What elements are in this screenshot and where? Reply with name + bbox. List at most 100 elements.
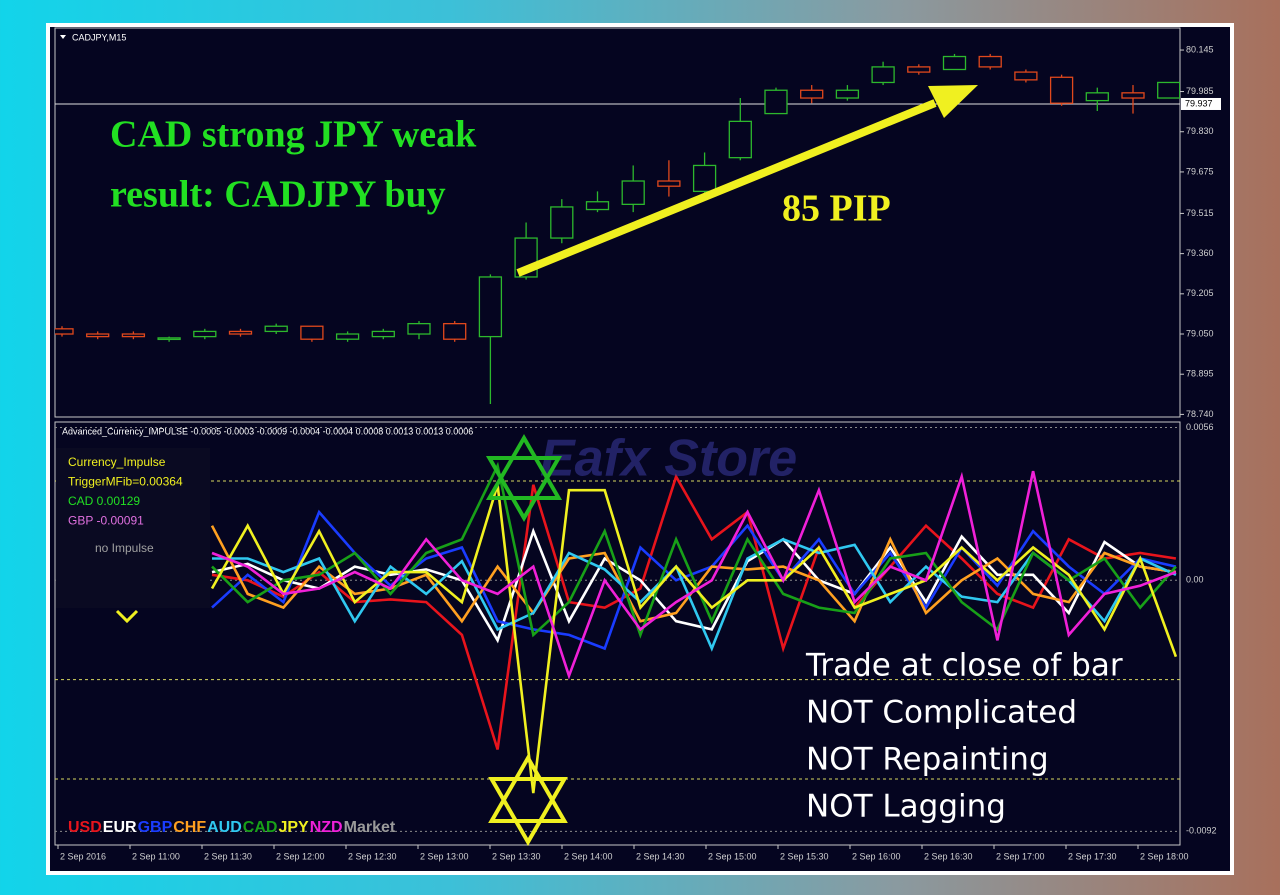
candle-body	[1157, 81, 1180, 99]
y-tick-label: 79.515	[1186, 208, 1214, 218]
y-tick-label: 79.360	[1186, 248, 1214, 258]
info-text: TriggerMFib=0.00364	[68, 475, 183, 489]
currency-line	[211, 470, 1177, 680]
candle-body	[478, 276, 503, 338]
candle-body	[157, 337, 181, 341]
candle-body	[228, 330, 253, 335]
info-text: CAD 0.00129	[68, 494, 140, 508]
feature-text: NOT Complicated	[806, 695, 1077, 731]
candle-body	[942, 55, 967, 71]
indicator-pane	[55, 426, 1180, 832]
x-tick-label: 2 Sep 12:00	[276, 851, 325, 861]
legend-entry: NZD	[310, 819, 343, 836]
legend-entry: GBP	[138, 819, 173, 836]
candle-body	[621, 180, 645, 205]
candle-body	[121, 333, 146, 338]
x-tick-label: 2 Sep 17:30	[1068, 851, 1117, 861]
candle-body	[1049, 76, 1074, 104]
y-tick-label: 79.985	[1186, 86, 1214, 96]
x-tick-label: 2 Sep 16:00	[852, 851, 901, 861]
candle-body	[692, 164, 717, 193]
indicator-header: Advanced_Currency_IMPULSE -0.0005 -0.000…	[62, 426, 473, 436]
x-tick-label: 2 Sep 2016	[60, 851, 106, 861]
currency-line	[211, 461, 1177, 639]
candle-body	[86, 333, 110, 338]
x-tick-label: 2 Sep 15:30	[780, 851, 829, 861]
x-tick-label: 2 Sep 11:00	[132, 851, 180, 861]
x-tick-label: 2 Sep 16:30	[924, 851, 973, 861]
candle-body	[835, 89, 860, 99]
info-text: GBP -0.00091	[68, 514, 144, 528]
info-text: no Impulse	[95, 541, 154, 555]
candle-body	[335, 333, 360, 340]
signal-star	[488, 777, 568, 846]
info-box	[56, 448, 210, 608]
current-price-label: 79.937	[1185, 98, 1213, 108]
y-tick-label: 78.895	[1186, 369, 1214, 379]
candle-body	[728, 120, 752, 159]
currency-line	[210, 484, 1178, 794]
legend-entry: JPY	[278, 819, 309, 836]
legend-entry: CAD	[243, 819, 278, 836]
candle-body	[764, 89, 788, 115]
x-tick-label: 2 Sep 13:30	[492, 851, 541, 861]
signal-star	[485, 456, 563, 523]
candle-body	[264, 325, 288, 333]
legend-entry: EUR	[103, 819, 137, 836]
x-tick-label: 2 Sep 17:00	[996, 851, 1045, 861]
feature-text: NOT Lagging	[806, 789, 1006, 825]
chart-background	[50, 27, 1230, 871]
current-price-box	[1181, 97, 1221, 110]
overlay: CADJPY,M15 80.145 79.985 79.830 79.675 79.515…	[56, 32, 1221, 861]
candle-body	[1121, 92, 1145, 99]
annotation: 85 PIP	[782, 188, 891, 230]
trend-arrowhead	[928, 85, 978, 118]
x-tick-label: 2 Sep 14:00	[564, 851, 613, 861]
x-tick-label: 2 Sep 12:30	[348, 851, 397, 861]
legend-entry: CHF	[173, 819, 206, 836]
candle-body	[800, 89, 824, 99]
x-tick-label: 2 Sep 13:00	[420, 851, 469, 861]
feature-text: Trade at close of bar	[805, 648, 1123, 684]
currency-line	[211, 473, 1177, 750]
y-tick-label: 79.675	[1186, 166, 1214, 176]
candle-body	[300, 325, 324, 340]
price-pane-border	[54, 27, 1181, 418]
x-tick-label: 2 Sep 15:00	[708, 851, 757, 861]
y-tick-label: 0.00	[1186, 575, 1204, 585]
watermark: Eafx Store	[540, 430, 797, 488]
candle-body	[55, 328, 74, 335]
y-tick-label: 79.830	[1186, 126, 1214, 136]
candle-body	[657, 180, 681, 187]
candle-body	[193, 330, 217, 338]
y-tick-label: -0.0092	[1186, 826, 1217, 836]
signal-star	[485, 433, 563, 500]
trend-arrow	[516, 99, 937, 277]
currency-line	[212, 537, 1177, 652]
candle-body	[550, 206, 574, 239]
signal-star	[488, 754, 568, 823]
candle-body	[907, 66, 931, 73]
candle-body	[1085, 92, 1109, 102]
info-text: Currency_Impulse	[68, 455, 166, 469]
y-tick-label: 78.740	[1186, 409, 1214, 419]
x-tick-label: 2 Sep 11:30	[204, 851, 252, 861]
symbol-label: CADJPY,M15	[72, 32, 126, 42]
candle-body	[371, 330, 395, 338]
candle-body	[585, 201, 610, 211]
legend-entry: USD	[68, 819, 102, 836]
annotation: result: CADJPY buy	[110, 174, 446, 216]
symbol-arrow	[60, 35, 66, 39]
y-tick-label: 80.145	[1186, 44, 1214, 54]
legend-entry: AUD	[207, 819, 242, 836]
y-tick-label: 0.0056	[1186, 422, 1214, 432]
feature-text: NOT Repainting	[806, 742, 1049, 778]
y-tick-label: 79.050	[1186, 328, 1214, 338]
candle-body	[978, 55, 1002, 68]
x-tick-label: 2 Sep 18:00	[1140, 851, 1189, 861]
y-tick-label: 79.205	[1186, 288, 1214, 298]
legend-entry: Market	[344, 819, 396, 836]
x-tick-label: 2 Sep 14:30	[636, 851, 685, 861]
